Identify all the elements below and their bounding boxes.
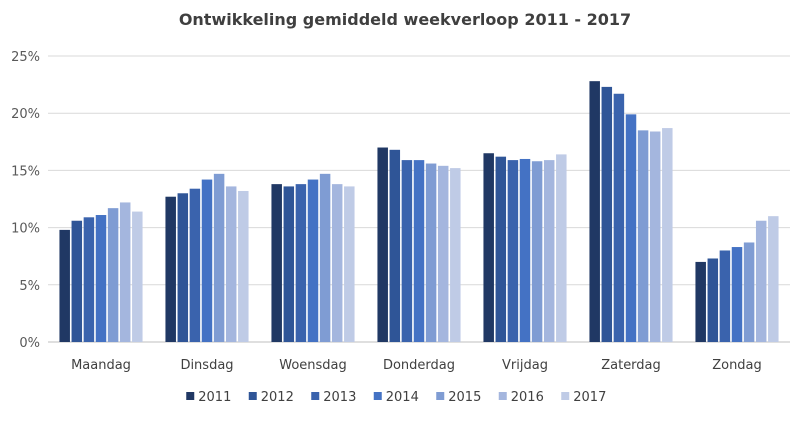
- legend-swatch: [248, 392, 257, 400]
- bar: [295, 184, 307, 342]
- bar: [71, 220, 83, 342]
- bar: [519, 158, 531, 342]
- category-label: Donderdag: [383, 358, 455, 373]
- category-label: Vrijdag: [502, 358, 548, 373]
- y-tick-label: 5%: [19, 279, 40, 294]
- legend-swatch: [373, 392, 382, 400]
- bar: [83, 217, 95, 342]
- category-label: Zondag: [712, 358, 762, 373]
- bar: [401, 160, 413, 342]
- bar: [132, 211, 143, 342]
- bar: [283, 186, 295, 342]
- bar: [589, 81, 600, 342]
- bar: [755, 220, 767, 342]
- y-tick-label: 15%: [11, 164, 40, 179]
- bar: [189, 188, 201, 342]
- bar: [543, 160, 555, 342]
- category-label: Zaterdag: [601, 358, 661, 373]
- y-tick-label: 20%: [11, 107, 40, 122]
- legend-label: 2015: [448, 390, 481, 405]
- bar: [495, 156, 507, 342]
- bar: [507, 160, 519, 342]
- legend-swatch: [186, 392, 195, 400]
- bar: [531, 161, 543, 342]
- y-tick-label: 25%: [11, 50, 40, 65]
- bar: [238, 190, 249, 342]
- bar: [95, 215, 107, 342]
- bar: [377, 147, 388, 342]
- legend-swatch: [311, 392, 320, 400]
- bar: [662, 128, 673, 342]
- bar: [768, 216, 779, 342]
- chart-title: Ontwikkeling gemiddeld weekverloop 2011 …: [178, 10, 632, 29]
- bar: [344, 186, 355, 342]
- legend-swatch: [561, 392, 570, 400]
- bar: [389, 149, 401, 342]
- legend-label: 2013: [323, 390, 356, 405]
- legend-label: 2011: [198, 390, 231, 405]
- category-label: Maandag: [71, 358, 131, 373]
- bar: [425, 163, 437, 342]
- bar: [637, 130, 649, 342]
- bar: [707, 258, 719, 342]
- bar: [165, 196, 176, 342]
- bar: [225, 186, 237, 342]
- bar: [413, 160, 425, 342]
- legend-swatch: [436, 392, 445, 400]
- y-tick-label: 10%: [11, 222, 40, 237]
- bar: [119, 202, 131, 342]
- y-tick-label: 0%: [19, 336, 40, 351]
- bar: [695, 261, 706, 342]
- bar: [556, 154, 567, 342]
- bar: [437, 165, 449, 342]
- bar: [625, 114, 637, 343]
- bar: [743, 242, 755, 342]
- bar: [319, 173, 331, 342]
- bar: [307, 179, 319, 342]
- legend-swatch: [498, 392, 507, 400]
- bar: [201, 179, 213, 342]
- bar: [177, 193, 189, 342]
- category-label: Dinsdag: [180, 358, 233, 373]
- bar: [59, 229, 70, 342]
- bar: [731, 247, 743, 342]
- bar: [331, 184, 343, 342]
- bar: [213, 173, 225, 342]
- bar: [271, 184, 282, 342]
- bar: [450, 168, 461, 342]
- bar: [649, 131, 661, 342]
- legend-label: 2016: [511, 390, 544, 405]
- bar: [601, 86, 613, 342]
- legend-label: 2017: [573, 390, 606, 405]
- bar: [613, 93, 625, 342]
- legend-label: 2012: [261, 390, 294, 405]
- bar: [719, 250, 731, 342]
- legend-label: 2014: [386, 390, 419, 405]
- bar: [483, 153, 494, 342]
- category-label: Woensdag: [279, 358, 347, 373]
- bar: [107, 208, 119, 342]
